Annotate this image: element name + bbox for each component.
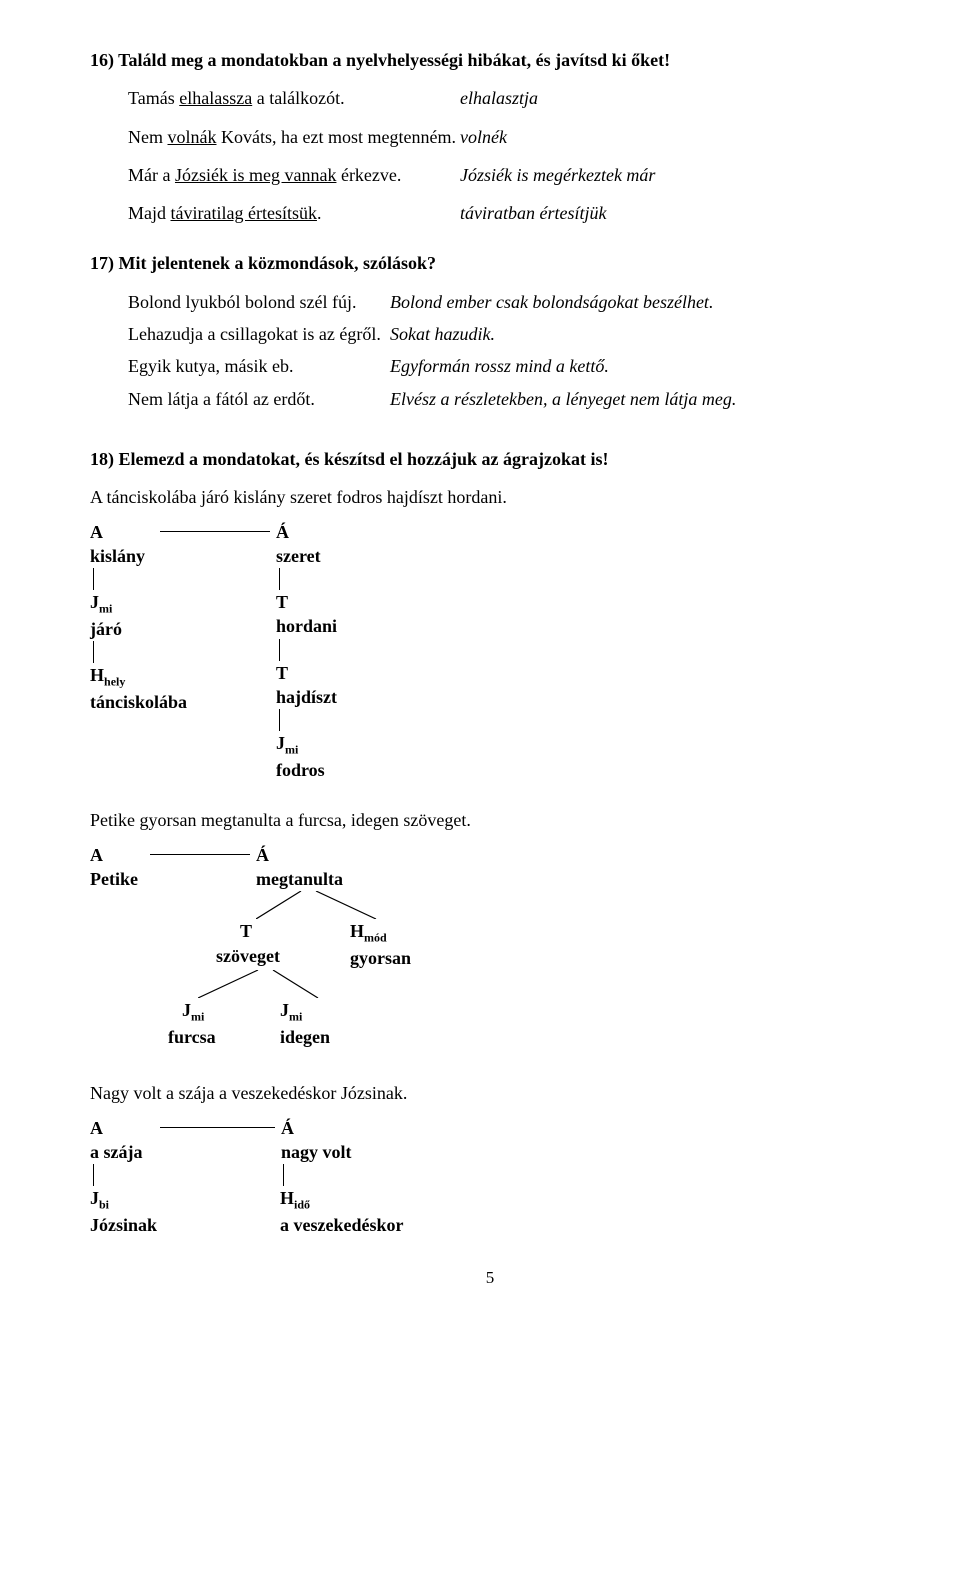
q18-sentence-1: A tánciskolába járó kislány szeret fodro… [90, 485, 890, 509]
q16-row-4: Majd táviratilag értesítsük. táviratban … [90, 201, 890, 225]
tree3: A a szája Á nagy volt Jbi Józsinak Hidő … [90, 1116, 890, 1238]
q16-row-1: Tamás elhalassza a találkozót. elhalaszt… [90, 86, 890, 110]
q17-heading: 17) Mit jelentenek a közmondások, szólás… [90, 251, 890, 275]
q17-row-3: Egyik kutya, másik eb. Egyformán rossz m… [90, 354, 890, 378]
q16-r1-right: elhalasztja [460, 86, 890, 110]
q18-heading: 18) Elemezd a mondatokat, és készítsd el… [90, 447, 890, 471]
q16-row-2: Nem volnák Kováts, ha ezt most megtenném… [90, 125, 890, 149]
slant-lines-icon [256, 891, 456, 919]
q16-heading: 16) Találd meg a mondatokban a nyelvhely… [90, 48, 890, 72]
q18-sentence-3: Nagy volt a szája a veszekedéskor Józsin… [90, 1081, 890, 1105]
tree2: A Petike Á megtanulta T szöveget Hmód gy… [90, 843, 890, 1050]
q17-row-2: Lehazudja a csillagokat is az égről. Sok… [90, 322, 890, 346]
q17-row-1: Bolond lyukból bolond szél fúj. Bolond e… [90, 290, 890, 314]
tree1: A kislány Á szeret Jmi járó Hhely táncis… [90, 520, 890, 783]
page-number: 5 [90, 1267, 890, 1290]
slant-lines-icon [198, 970, 378, 998]
q16-r1-left: Tamás elhalassza a találkozót. [90, 86, 460, 110]
q16-row-3: Már a Józsiék is meg vannak érkezve. Józ… [90, 163, 890, 187]
q18-sentence-2: Petike gyorsan megtanulta a furcsa, ideg… [90, 808, 890, 832]
q17-row-4: Nem látja a fától az erdőt. Elvész a rés… [90, 387, 890, 411]
